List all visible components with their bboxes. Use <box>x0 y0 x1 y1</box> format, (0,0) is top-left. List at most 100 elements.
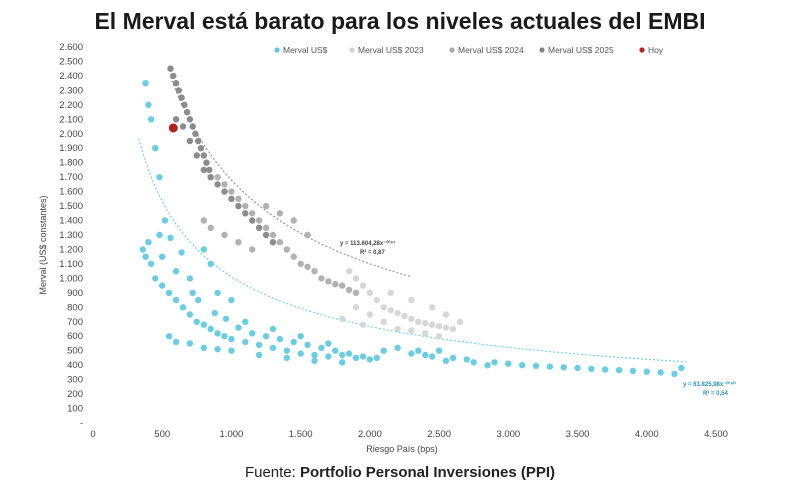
data-point <box>345 350 353 357</box>
y-tick-label: 900 <box>67 288 83 299</box>
data-point <box>235 195 242 202</box>
data-point <box>297 333 304 340</box>
data-point <box>255 217 263 224</box>
data-point <box>408 350 415 357</box>
data-point <box>221 231 228 239</box>
data-point <box>214 346 221 353</box>
data-point <box>200 217 207 224</box>
data-point <box>304 263 311 270</box>
data-point <box>311 351 318 359</box>
data-point <box>366 289 374 296</box>
y-tick-label: 800 <box>67 302 83 313</box>
data-point <box>145 101 152 109</box>
data-point <box>304 231 311 239</box>
y-tick-label: 2.600 <box>59 42 83 53</box>
legend: Merval US$ Merval US$ 2023 Merval US$ 2024… <box>274 45 664 55</box>
data-point <box>179 123 187 130</box>
data-point <box>290 338 297 346</box>
trendline-r2: R² = 0,54 <box>703 390 729 397</box>
data-point <box>352 354 360 362</box>
data-point <box>629 367 637 375</box>
data-point <box>183 108 191 116</box>
data-point <box>186 311 194 318</box>
y-tick-label: 1.400 <box>59 216 83 227</box>
data-point <box>449 325 457 333</box>
data-point <box>165 333 173 340</box>
data-point <box>345 268 353 275</box>
data-point <box>311 357 318 364</box>
data-point <box>311 268 318 275</box>
data-point <box>678 364 685 372</box>
data-point <box>422 330 429 337</box>
data-point <box>262 224 270 231</box>
data-point <box>181 101 188 109</box>
data-point <box>290 217 297 224</box>
data-point <box>366 311 374 318</box>
data-point <box>546 363 554 370</box>
data-point <box>211 309 218 317</box>
data-point <box>615 367 623 374</box>
data-point <box>387 289 394 296</box>
y-tick-label: - <box>80 418 83 429</box>
data-point <box>221 333 228 340</box>
data-point <box>560 364 567 371</box>
data-point <box>235 202 242 210</box>
data-point <box>394 325 401 333</box>
y-tick-label: 1.100 <box>59 259 83 270</box>
legend-label: Hoy <box>648 45 664 55</box>
x-tick-label: 4.000 <box>635 429 659 440</box>
y-tick-label: 2.100 <box>59 114 83 125</box>
y-tick-label: 1.700 <box>59 172 83 183</box>
data-point <box>339 359 346 366</box>
data-point <box>339 282 346 289</box>
data-point <box>283 246 290 253</box>
data-point <box>242 338 249 346</box>
y-axis-label: Merval (US$ constantes) <box>38 195 48 294</box>
data-point <box>643 368 650 375</box>
data-point <box>228 296 235 304</box>
data-point <box>221 181 228 188</box>
data-point <box>318 344 325 351</box>
x-tick-label: 1.500 <box>289 429 313 440</box>
source-note: Fuente: Portfolio Personal Inversiones (… <box>0 464 800 481</box>
trendline <box>170 76 412 278</box>
data-point <box>415 318 422 325</box>
data-point <box>262 202 270 210</box>
data-point <box>200 344 207 351</box>
data-point <box>269 239 277 246</box>
legend-label: Merval US$ 2024 <box>458 45 524 55</box>
data-point <box>249 330 256 337</box>
data-point <box>175 87 182 94</box>
data-point <box>186 116 194 123</box>
y-tick-label: 200 <box>67 389 83 400</box>
x-tick-label: 0 <box>90 429 95 440</box>
data-point <box>505 360 512 367</box>
y-tick-label: 1.300 <box>59 230 83 241</box>
data-point <box>339 351 346 359</box>
legend-label: Merval US$ 2023 <box>358 45 424 55</box>
data-point <box>255 351 263 359</box>
data-point <box>470 359 477 366</box>
data-point <box>165 289 173 296</box>
data-point <box>242 210 249 217</box>
data-point <box>145 239 152 246</box>
data-point <box>186 275 194 282</box>
data-point <box>519 362 526 369</box>
data-point <box>332 347 339 354</box>
y-tick-label: 2.000 <box>59 129 83 140</box>
y-tick-label: 1.900 <box>59 143 83 154</box>
data-point <box>449 354 457 362</box>
data-point <box>235 239 242 246</box>
data-point <box>228 347 235 354</box>
data-point <box>152 145 159 152</box>
legend-marker <box>449 47 455 53</box>
data-point <box>435 322 443 330</box>
data-point <box>139 246 146 253</box>
data-point <box>195 296 202 304</box>
data-point <box>179 304 187 311</box>
data-point <box>255 224 263 231</box>
data-point <box>484 362 491 369</box>
data-point <box>422 320 429 327</box>
data-point <box>249 217 256 224</box>
data-point <box>359 353 367 360</box>
